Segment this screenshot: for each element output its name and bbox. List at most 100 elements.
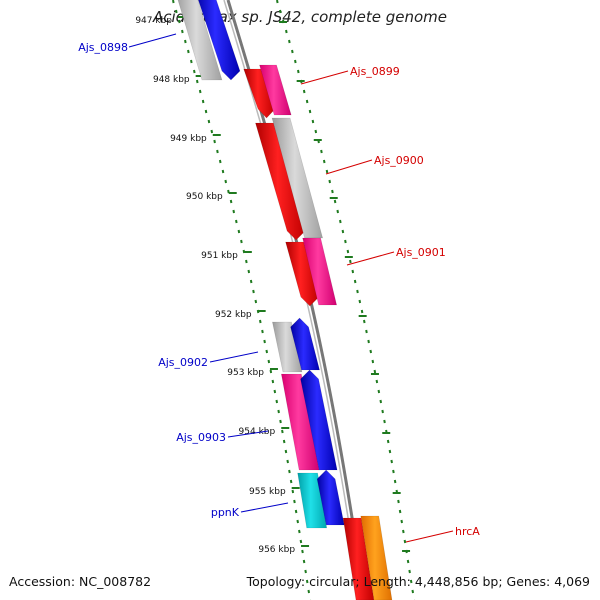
rail-dot-right xyxy=(279,9,282,14)
rail-dot-left xyxy=(284,449,288,454)
rail-dot-right xyxy=(356,289,359,294)
rail-dot-right xyxy=(377,389,381,394)
rail-dot-left xyxy=(265,349,269,354)
rail-dot-right xyxy=(320,149,323,154)
gene-label-ajs_0903: Ajs_0903 xyxy=(176,431,226,444)
rail-dot-left xyxy=(204,109,208,114)
rail-dot-right xyxy=(294,59,297,64)
rail-dot-right xyxy=(406,559,410,564)
accession-text: Accession: NC_008782 xyxy=(9,574,152,589)
rail-dot-left xyxy=(201,99,205,104)
rail-dot-right xyxy=(341,229,345,234)
rail-dot-right xyxy=(388,449,392,454)
rail-dot-left xyxy=(271,379,275,384)
gene-labels: Ajs_0898 Ajs_0899 Ajs_0900 Ajs_0901 Ajs_0902… xyxy=(78,33,480,543)
rail-dot-left xyxy=(210,129,214,134)
rail-dot-left xyxy=(288,469,291,474)
rail-dot-right xyxy=(381,409,384,414)
rail-dot-right xyxy=(297,69,300,74)
leader-line xyxy=(405,530,454,543)
kbp-label: 952 kbp xyxy=(215,310,252,320)
leader-line xyxy=(240,502,289,513)
rail-dot-left xyxy=(281,429,284,434)
leader-line xyxy=(128,33,177,48)
rail-dot-right xyxy=(276,0,279,4)
rail-dot-right xyxy=(285,29,288,34)
kbp-label: 950 kbp xyxy=(186,192,223,202)
rail-dot-right xyxy=(375,379,379,384)
rail-dot-left xyxy=(273,389,277,394)
gene-ajs-0903 xyxy=(300,369,338,471)
rail-dot-left xyxy=(249,279,253,284)
rail-dot-right xyxy=(358,299,362,304)
rail-dot-right xyxy=(371,359,375,364)
gene-ajs-0900-pair xyxy=(271,117,324,239)
gene-hrca xyxy=(360,515,393,600)
rail-dot-left xyxy=(307,589,311,594)
rail-dot-left xyxy=(252,289,255,294)
rail-dot-right xyxy=(379,399,383,404)
gene-ajs-0899 xyxy=(243,68,276,119)
rail-dot-left xyxy=(301,549,304,554)
rail-dot-right xyxy=(328,179,332,184)
kbp-label: 955 kbp xyxy=(249,487,286,497)
rail-dot-right xyxy=(390,459,393,464)
gene-ajs-0898-shadow xyxy=(177,0,223,81)
rail-dot-left xyxy=(213,139,216,144)
rail-dot-right xyxy=(291,49,294,54)
gene-ajs-0898 xyxy=(197,0,241,81)
gene-label-hrca: hrcA xyxy=(455,525,480,538)
gene-label-ajs_0898: Ajs_0898 xyxy=(78,41,128,54)
rail-dot-right xyxy=(339,219,342,224)
rail-dot-left xyxy=(261,329,264,334)
rail-dot-left xyxy=(235,219,238,224)
rail-dot-left xyxy=(286,459,289,464)
rail-dot-right xyxy=(360,309,364,314)
rail-dot-right xyxy=(365,329,368,334)
rail-dot-right xyxy=(398,509,402,514)
leader-line xyxy=(209,351,259,363)
rail-dot-right xyxy=(402,529,405,534)
rail-dot-left xyxy=(275,399,279,404)
gene-ajs-0901 xyxy=(285,241,320,307)
leader-line xyxy=(346,251,395,266)
rail-dot-right xyxy=(333,199,337,204)
rail-dot-left xyxy=(247,269,251,274)
kbp-label: 949 kbp xyxy=(170,134,207,144)
rail-dot-left xyxy=(305,579,309,584)
kbp-label: 951 kbp xyxy=(201,251,238,261)
kbp-label: 954 kbp xyxy=(239,427,276,437)
rail-dot-right xyxy=(392,469,395,474)
rail-dot-right xyxy=(408,569,411,574)
rail-dot-left xyxy=(289,479,293,484)
rail-dot-right xyxy=(314,129,318,134)
rail-dot-left xyxy=(254,299,258,304)
rail-dot-left xyxy=(172,0,175,4)
rail-dot-right xyxy=(409,579,413,584)
gene-label-ajs_0901: Ajs_0901 xyxy=(396,246,446,259)
rail-dot-left xyxy=(279,419,282,424)
rail-dot-left xyxy=(190,59,193,64)
rail-dot-left xyxy=(269,369,273,374)
gene-features xyxy=(177,0,393,600)
kbp-label: 947 kbp xyxy=(135,16,172,26)
gene-ajs-0902 xyxy=(290,317,320,371)
rail-dot-left xyxy=(291,489,295,494)
rail-dot-left xyxy=(198,89,202,94)
kbp-label: 956 kbp xyxy=(258,545,295,555)
rail-dot-left xyxy=(195,79,199,84)
genome-title: Acidovorax sp. JS42, complete genome xyxy=(153,8,447,26)
kbp-label: 953 kbp xyxy=(227,368,264,378)
rail-dot-right xyxy=(403,539,407,544)
rail-dot-right xyxy=(288,39,291,44)
rail-dot-left xyxy=(227,189,230,194)
rail-dot-right xyxy=(367,339,370,344)
rail-dot-left xyxy=(184,39,187,44)
kbp-scale: 947 kbp 948 kbp 949 kbp 950 kbp 951 kbp 952 k… xyxy=(135,16,411,555)
rail-dot-left xyxy=(259,319,262,324)
rail-dot-left xyxy=(240,239,243,244)
rail-dot-right xyxy=(383,419,386,424)
rail-dot-left xyxy=(298,529,301,534)
